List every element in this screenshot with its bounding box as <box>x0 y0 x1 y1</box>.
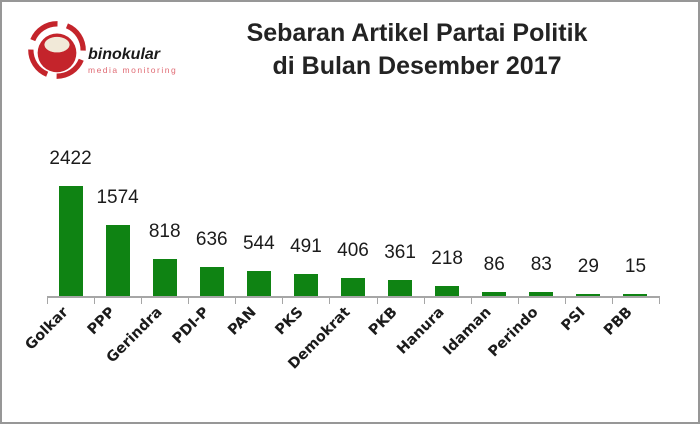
bar-gerindra <box>152 258 177 296</box>
x-axis-tick <box>518 296 519 304</box>
bar-value-label: 544 <box>242 233 275 255</box>
x-axis-tick <box>471 296 472 304</box>
bar-value-label: 1574 <box>96 186 139 208</box>
chart-title-line1: Sebaran Artikel Partai Politik <box>246 19 588 47</box>
logo-tagline: media monitoring <box>88 65 178 75</box>
chart-title-line2: di Bulan Desember 2017 <box>272 52 562 80</box>
x-axis-line <box>47 296 660 298</box>
bar-golkar <box>58 186 83 296</box>
x-axis-tick <box>141 296 142 304</box>
bar-pks <box>293 273 318 296</box>
x-axis-tick <box>377 296 378 304</box>
bar-pdi-p <box>199 267 224 296</box>
x-axis-tick <box>188 296 189 304</box>
bar-value-label: 2422 <box>49 148 92 169</box>
bar-pbb <box>623 294 648 296</box>
bar-ppp <box>105 224 130 296</box>
bar-value-label: 361 <box>384 241 416 263</box>
x-axis-tick <box>424 296 425 304</box>
bar-value-label: 636 <box>195 229 228 251</box>
x-axis-tick <box>659 296 660 304</box>
logo-text: binokular media monitoring <box>88 46 177 75</box>
bar-idaman <box>482 292 507 296</box>
bar-value-label: 818 <box>148 220 181 242</box>
binokular-logo: binokular media monitoring <box>26 18 196 84</box>
bar-value-label: 491 <box>290 235 322 257</box>
bar-value-label: 406 <box>337 239 369 261</box>
bar-perindo <box>529 292 554 296</box>
binokular-logo-icon <box>28 21 86 79</box>
bar-psi <box>576 294 601 296</box>
x-axis-tick <box>282 296 283 304</box>
bar-pan <box>246 271 271 296</box>
bar-value-label: 83 <box>530 254 552 276</box>
x-axis-tick <box>47 296 48 304</box>
x-axis-tick <box>565 296 566 304</box>
bar-value-label: 15 <box>624 256 647 277</box>
bar-value-label: 29 <box>577 256 599 277</box>
x-axis-tick <box>329 296 330 304</box>
bar-value-label: 218 <box>431 248 463 270</box>
bar-pkb <box>388 279 413 296</box>
x-axis-tick <box>94 296 95 304</box>
bar-hanura <box>435 286 460 296</box>
logo-name: binokular <box>88 46 161 63</box>
x-axis-tick <box>235 296 236 304</box>
x-axis-tick <box>612 296 613 304</box>
bar-demokrat <box>341 277 365 296</box>
chart-title: Sebaran Artikel Partai Politik di Bulan … <box>152 17 682 83</box>
bar-value-label: 86 <box>483 254 505 276</box>
